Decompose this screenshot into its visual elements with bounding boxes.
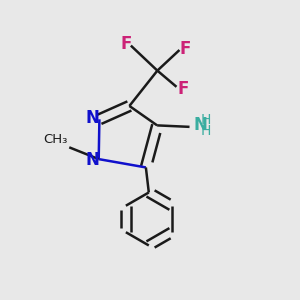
Text: N: N [85,151,99,169]
Text: F: F [177,80,189,98]
Text: F: F [180,40,191,58]
Text: H: H [201,124,211,138]
Text: N: N [193,116,207,134]
Text: CH₃: CH₃ [44,133,68,146]
Text: N: N [85,109,99,127]
Text: F: F [121,35,132,53]
Text: H: H [201,113,211,128]
